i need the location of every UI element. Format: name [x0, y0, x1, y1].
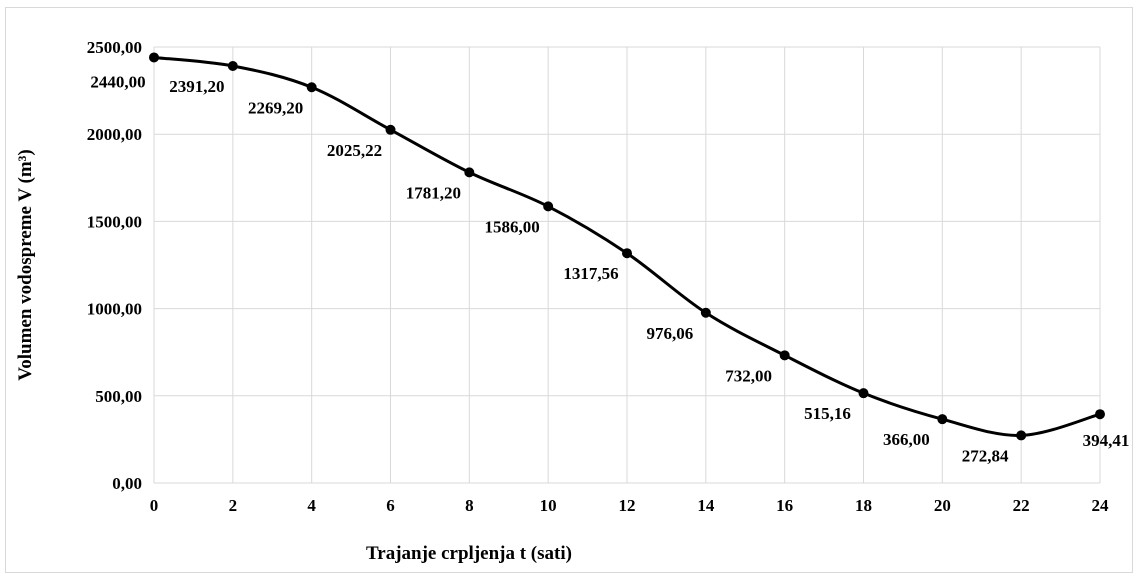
data-label: 2269,20 [248, 98, 303, 117]
x-tick-label: 18 [855, 496, 872, 515]
data-label: 976,06 [646, 324, 693, 343]
x-tick-label: 10 [540, 496, 557, 515]
data-label: 732,00 [725, 366, 772, 385]
x-axis-title: Trajanje crpljenja t (sati) [366, 543, 572, 564]
x-tick-label: 16 [776, 496, 793, 515]
data-label: 1781,20 [406, 183, 461, 202]
data-point [1016, 430, 1026, 440]
data-point [1095, 409, 1105, 419]
data-label: 2440,00 [90, 72, 145, 91]
y-tick-label: 0,00 [112, 474, 142, 493]
data-point [149, 52, 159, 62]
y-tick-label: 500,00 [95, 387, 142, 406]
data-point [701, 308, 711, 318]
x-tick-label: 22 [1013, 496, 1030, 515]
x-tick-label: 12 [619, 496, 636, 515]
data-label: 2391,20 [169, 77, 224, 96]
data-label: 515,16 [804, 404, 851, 423]
data-point [780, 350, 790, 360]
data-point [859, 388, 869, 398]
data-label: 2025,22 [327, 141, 382, 160]
data-point [622, 248, 632, 258]
data-label: 366,00 [883, 430, 930, 449]
data-point [937, 414, 947, 424]
data-point [464, 167, 474, 177]
x-tick-label: 6 [386, 496, 395, 515]
x-tick-label: 2 [229, 496, 238, 515]
x-tick-label: 24 [1092, 496, 1110, 515]
data-point [543, 201, 553, 211]
y-tick-label: 1000,00 [87, 300, 142, 319]
x-tick-label: 20 [934, 496, 951, 515]
data-point [228, 61, 238, 71]
chart-frame: 2440,00 2391,20 2269,20 2025,22 1781,20 1586,… [5, 7, 1133, 573]
data-label: 394,41 [1083, 431, 1130, 450]
data-point [386, 125, 396, 135]
data-label: 272,84 [962, 446, 1009, 465]
x-tick-label: 4 [307, 496, 316, 515]
y-tick-label: 2000,00 [87, 125, 142, 144]
line-chart: 2440,00 2391,202269,202025,221781,201586,… [6, 8, 1134, 574]
x-tick-label: 8 [465, 496, 474, 515]
x-tick-label: 14 [697, 496, 715, 515]
data-point [307, 82, 317, 92]
y-tick-label: 2500,00 [87, 38, 142, 57]
x-tick-label: 0 [150, 496, 159, 515]
data-labels: 2440,00 2391,20 2269,20 2025,22 1781,20 1586,… [90, 72, 1129, 465]
y-tick-label: 1500,00 [87, 212, 142, 231]
data-label: 1586,00 [485, 217, 540, 236]
data-label: 1317,56 [563, 264, 618, 283]
y-axis-title: Volumen vodospreme V (m³) [15, 149, 36, 380]
